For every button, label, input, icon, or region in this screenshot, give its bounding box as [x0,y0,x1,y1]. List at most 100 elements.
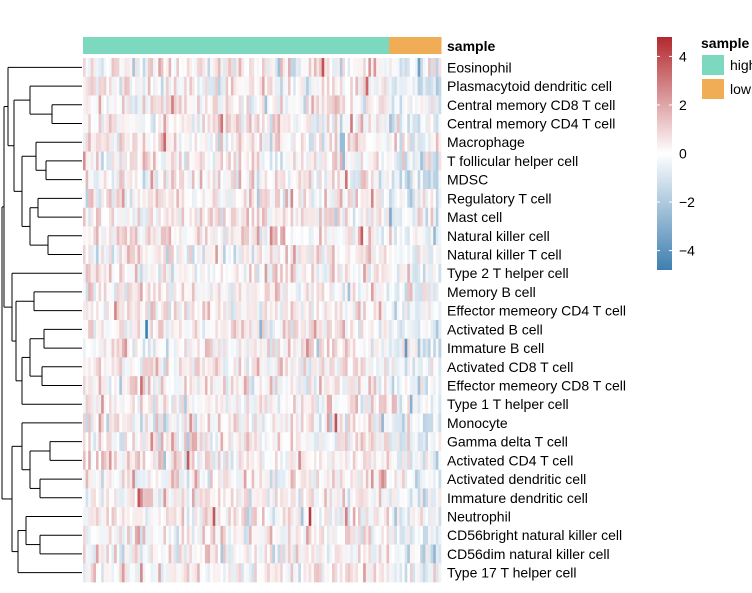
heatmap-cell [303,451,307,471]
heatmap-cell [422,563,426,583]
heatmap-cell [269,226,273,246]
heatmap-cell [98,132,102,152]
heatmap-cell [134,544,138,564]
heatmap-cell [259,320,263,340]
heatmap-cell [259,132,263,152]
heatmap-cell [212,413,216,433]
heatmap-cell [287,338,291,358]
heatmap-cell [132,488,136,508]
heatmap-cell [280,338,284,358]
heatmap-cell [396,226,400,246]
heatmap-cell [223,357,227,377]
heatmap-cell [147,114,151,134]
heatmap-cell [285,469,289,489]
heatmap-cell [90,207,94,227]
heatmap-cell [420,301,424,321]
heatmap-row [83,413,442,433]
heatmap-cell [272,132,276,152]
heatmap-cell [347,207,351,227]
heatmap-cell [337,263,341,283]
heatmap-cell [199,58,203,78]
heatmap-cell [264,95,268,115]
heatmap-cell [197,320,201,340]
color-bar-tick-label: −2 [679,194,695,210]
heatmap-cell [220,320,224,340]
heatmap-cell [391,263,395,283]
heatmap-cell [295,357,299,377]
heatmap-cell [137,376,141,396]
heatmap-cell [207,469,211,489]
heatmap-cell [365,563,369,583]
heatmap-cell [119,394,123,414]
heatmap-cell [274,301,278,321]
heatmap-cell [350,301,354,321]
heatmap-cell [311,488,315,508]
heatmap-cell [409,207,413,227]
heatmap-cell [124,563,128,583]
heatmap-cell [267,451,271,471]
heatmap-cell [145,451,149,471]
heatmap-cell [262,282,265,302]
heatmap-cell [254,357,258,377]
heatmap-cell [189,189,193,209]
heatmap-cell [350,95,354,115]
heatmap-cell [238,132,242,152]
heatmap-cell [93,132,97,152]
heatmap-cell [90,320,94,340]
heatmap-cell [402,394,406,414]
heatmap-cell [251,282,255,302]
heatmap-cell [391,207,395,227]
heatmap-cell [339,413,343,433]
heatmap-cell [420,189,424,209]
heatmap-cell [386,488,390,508]
heatmap-cell [298,394,302,414]
heatmap-cell [329,563,333,583]
heatmap-cell [342,507,346,527]
heatmap-cell [357,170,361,190]
heatmap-cell [103,95,107,115]
heatmap-cell [158,394,162,414]
heatmap-cell [285,58,289,78]
heatmap-cell [158,245,162,265]
heatmap-cell [420,469,424,489]
heatmap-cell [381,320,385,340]
heatmap-cell [433,132,437,152]
heatmap-cell [256,189,260,209]
heatmap-cell [435,320,439,340]
heatmap-cell [352,357,356,377]
heatmap-cell [357,413,361,433]
heatmap-cell [251,413,255,433]
heatmap-cell [145,357,149,377]
heatmap-cell [308,189,312,209]
heatmap-cell [215,301,219,321]
heatmap-cell [236,376,239,396]
heatmap-cell [407,282,411,302]
heatmap-cell [207,394,211,414]
heatmap-cell [339,376,343,396]
heatmap-cell [210,507,214,527]
heatmap-cell [321,245,325,265]
heatmap-cell [142,226,146,246]
heatmap-cell [140,376,144,396]
heatmap-cell [324,376,328,396]
heatmap-cell [243,58,247,78]
heatmap-cell [101,338,105,358]
heatmap-cell [88,376,92,396]
heatmap-cell [207,282,211,302]
heatmap-cell [274,488,278,508]
heatmap-cell [368,394,372,414]
heatmap-cell [163,376,167,396]
heatmap-cell [282,151,286,171]
heatmap-cell [158,376,162,396]
heatmap-cell [114,263,118,283]
heatmap-cell [90,507,94,527]
heatmap-cell [106,525,110,545]
heatmap-cell [155,394,159,414]
heatmap-cell [129,376,133,396]
heatmap-cell [347,58,351,78]
heatmap-cell [134,451,138,471]
heatmap-cell [430,394,434,414]
heatmap-cell [225,563,229,583]
heatmap-cell [420,413,424,433]
heatmap-cell [396,376,400,396]
